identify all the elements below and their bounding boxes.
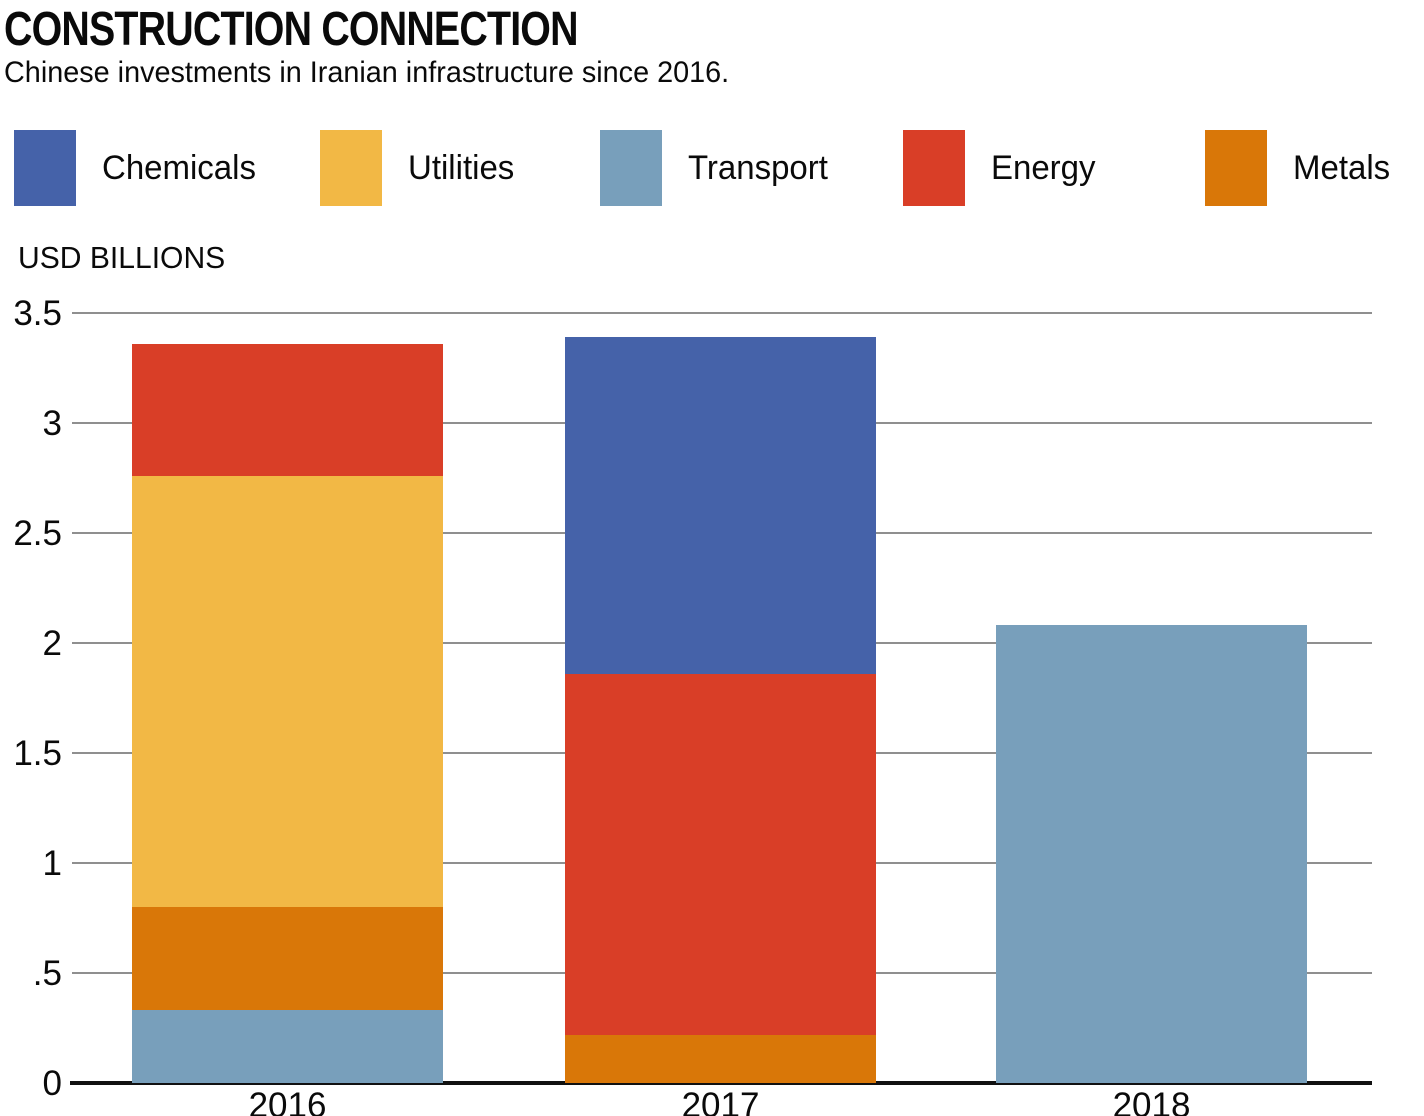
legend-item-utilities: Utilities (320, 130, 518, 206)
legend-label: Transport (688, 148, 828, 187)
bar-segment-2016-utilities (132, 475, 443, 907)
legend-swatch-energy (903, 130, 965, 206)
legend-label: Energy (991, 148, 1096, 187)
bar-segment-2017-energy (565, 673, 876, 1035)
bar-segment-2016-transport (132, 1010, 443, 1083)
bar-segment-2017-chemicals (565, 337, 876, 674)
bar-segment-2016-energy (132, 343, 443, 476)
bar-segment-2016-metals (132, 907, 443, 1011)
legend-item-chemicals: Chemicals (14, 130, 261, 206)
y-tick-label-3: 3 (42, 404, 62, 443)
legend-label: Chemicals (102, 148, 256, 187)
legend-item-metals: Metals (1205, 130, 1393, 206)
legend-swatch-metals (1205, 130, 1267, 206)
legend-swatch-transport (600, 130, 662, 206)
y-tick-label-3.5: 3.5 (13, 294, 62, 333)
y-tick-label-2.5: 2.5 (13, 514, 62, 553)
y-tick-label-1: 1 (42, 844, 62, 883)
bar-segment-2017-metals (565, 1034, 876, 1083)
legend-item-energy: Energy (903, 130, 1099, 206)
y-tick-label-1.5: 1.5 (13, 734, 62, 773)
x-axis-label-2018: 2018 (1112, 1086, 1191, 1116)
legend-label: Metals (1293, 148, 1391, 187)
chart-title: CONSTRUCTION CONNECTION (4, 3, 579, 56)
legend-label: Utilities (408, 148, 515, 187)
gridline-3.5 (72, 312, 1372, 314)
y-axis-unit-label: USD BILLIONS (18, 240, 226, 275)
x-axis-line (70, 1081, 1372, 1085)
legend-swatch-utilities (320, 130, 382, 206)
x-axis-label-2017: 2017 (681, 1086, 760, 1116)
y-tick-label-.5: .5 (32, 954, 62, 993)
bar-segment-2018-transport (996, 625, 1307, 1083)
legend-swatch-chemicals (14, 130, 76, 206)
chart-subtitle: Chinese investments in Iranian infrastru… (4, 56, 730, 89)
y-tick-label-2: 2 (42, 624, 62, 663)
y-tick-label-0: 0 (42, 1064, 62, 1103)
legend-item-transport: Transport (600, 130, 832, 206)
x-axis-label-2016: 2016 (248, 1086, 327, 1116)
